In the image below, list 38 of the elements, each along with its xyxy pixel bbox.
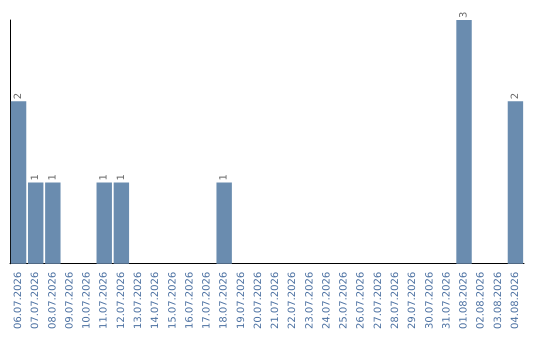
data-label: 1 bbox=[30, 174, 42, 180]
x-tick-label: 11.07.2026 bbox=[98, 272, 110, 330]
x-tick-label: 23.07.2026 bbox=[304, 272, 316, 330]
data-label: 1 bbox=[218, 174, 230, 180]
x-tick-label: 14.07.2026 bbox=[150, 272, 162, 330]
data-label: 1 bbox=[98, 174, 110, 180]
x-tick-label: 06.07.2026 bbox=[13, 272, 24, 330]
x-tick-label: 02.08.2026 bbox=[476, 272, 487, 330]
x-tick-label: 13.07.2026 bbox=[133, 272, 144, 330]
x-tick-label: 22.07.2026 bbox=[287, 272, 298, 330]
data-label: 2 bbox=[13, 92, 24, 100]
x-tick-label: 20.07.2026 bbox=[252, 272, 264, 330]
data-label: 1 bbox=[116, 174, 127, 180]
x-tick-label: 29.07.2026 bbox=[407, 272, 418, 330]
x-tick-label: 21.07.2026 bbox=[270, 272, 282, 330]
data-label: 1 bbox=[47, 174, 58, 180]
x-tick-label: 24.07.2026 bbox=[321, 272, 332, 330]
x-tick-label: 31.07.2026 bbox=[441, 272, 452, 330]
x-tick-label: 12.07.2026 bbox=[116, 272, 127, 330]
x-tick-label: 07.07.2026 bbox=[30, 272, 42, 330]
x-tick-label: 08.07.2026 bbox=[47, 272, 58, 330]
x-tick-label: 01.08.2026 bbox=[458, 272, 470, 330]
x-tick-label: 16.07.2026 bbox=[184, 272, 196, 330]
data-label: 2 bbox=[510, 92, 521, 100]
x-tick-label: 18.07.2026 bbox=[218, 272, 230, 330]
x-tick-label: 17.07.2026 bbox=[202, 272, 213, 330]
x-tick-label: 09.07.2026 bbox=[64, 272, 76, 330]
x-tick-label: 25.07.2026 bbox=[338, 272, 350, 330]
x-tick-label: 30.07.2026 bbox=[424, 272, 436, 330]
x-tick-label: 27.07.2026 bbox=[372, 272, 384, 330]
data-label: 3 bbox=[458, 12, 470, 18]
x-tick-label: 04.08.2026 bbox=[510, 272, 521, 330]
x-tick-label: 15.07.2026 bbox=[167, 272, 178, 330]
x-tick-label: 28.07.2026 bbox=[390, 272, 401, 330]
x-tick-label: 10.07.2026 bbox=[82, 272, 93, 330]
x-tick-label: 26.07.2026 bbox=[356, 272, 367, 330]
x-tick-label: 03.08.2026 bbox=[492, 272, 504, 330]
x-tick-label: 19.07.2026 bbox=[236, 272, 247, 330]
